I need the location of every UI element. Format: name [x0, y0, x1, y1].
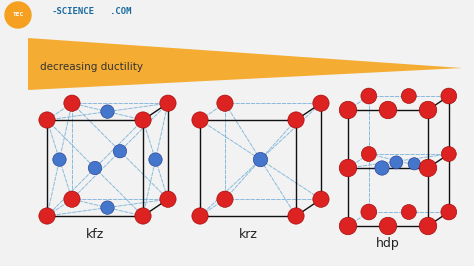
Circle shape: [160, 191, 176, 207]
Circle shape: [253, 152, 268, 167]
Circle shape: [39, 208, 55, 224]
Circle shape: [53, 153, 66, 166]
Circle shape: [419, 217, 437, 235]
Text: hdp: hdp: [376, 238, 400, 251]
Circle shape: [361, 204, 377, 220]
Circle shape: [217, 191, 233, 207]
Circle shape: [160, 95, 176, 111]
Circle shape: [192, 112, 208, 128]
Circle shape: [288, 112, 304, 128]
Circle shape: [379, 101, 397, 119]
Circle shape: [441, 147, 456, 161]
Circle shape: [390, 156, 403, 169]
Circle shape: [361, 88, 377, 104]
Circle shape: [339, 159, 357, 177]
Circle shape: [441, 88, 457, 104]
Circle shape: [217, 95, 233, 111]
Circle shape: [5, 2, 31, 28]
Circle shape: [339, 217, 357, 235]
Text: TEC: TEC: [12, 13, 24, 18]
Circle shape: [88, 161, 102, 175]
Circle shape: [401, 205, 416, 219]
Circle shape: [401, 89, 416, 103]
Circle shape: [64, 191, 80, 207]
Circle shape: [149, 153, 162, 166]
Circle shape: [419, 101, 437, 119]
Circle shape: [64, 95, 80, 111]
Circle shape: [313, 95, 329, 111]
Circle shape: [135, 208, 151, 224]
Circle shape: [288, 208, 304, 224]
Text: decreasing ductility: decreasing ductility: [40, 62, 143, 72]
Circle shape: [101, 105, 114, 118]
Circle shape: [39, 112, 55, 128]
Circle shape: [361, 147, 376, 161]
Polygon shape: [28, 38, 462, 90]
Circle shape: [339, 101, 357, 119]
Circle shape: [441, 204, 457, 220]
Circle shape: [192, 208, 208, 224]
Circle shape: [313, 191, 329, 207]
Circle shape: [101, 201, 114, 214]
Text: krz: krz: [238, 227, 257, 240]
Text: .COM: .COM: [110, 6, 131, 15]
Circle shape: [419, 159, 437, 177]
Text: kfz: kfz: [86, 227, 104, 240]
Circle shape: [113, 144, 127, 158]
Circle shape: [408, 158, 420, 170]
Text: -SCIENCE: -SCIENCE: [52, 6, 95, 15]
Circle shape: [375, 161, 389, 175]
Circle shape: [135, 112, 151, 128]
Circle shape: [379, 217, 397, 235]
